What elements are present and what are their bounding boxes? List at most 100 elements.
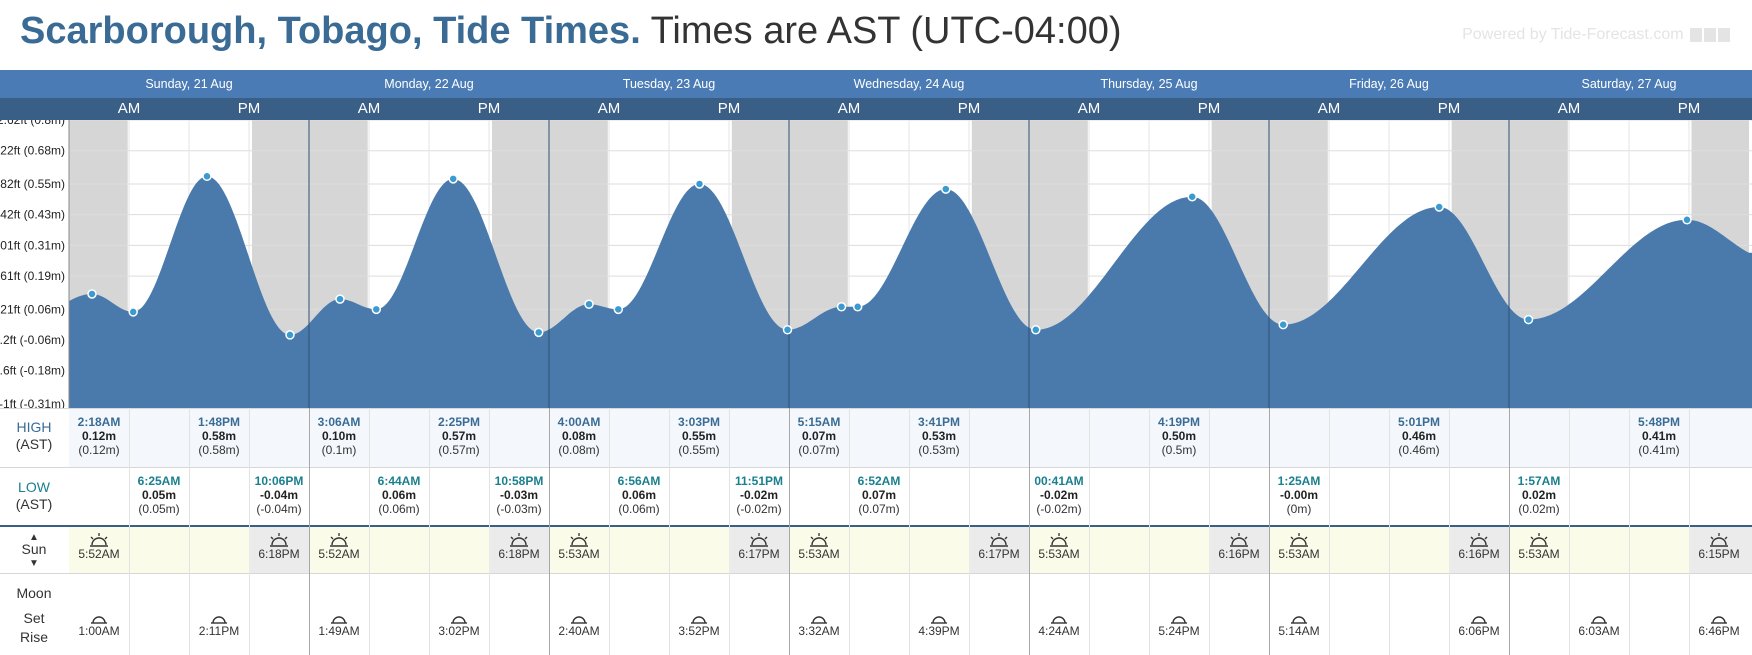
moon-event-cell: 3:02PM <box>429 612 489 638</box>
moon-event-cell: 4:39PM <box>909 612 969 638</box>
sunrise-time: 5:53AM <box>1518 547 1560 561</box>
moon-time: 4:24AM <box>1038 624 1080 638</box>
moon-event-cell: 1:49AM <box>309 612 369 638</box>
moon-time: 6:46PM <box>1698 624 1740 638</box>
sunset-icon <box>270 533 288 547</box>
moon-icon <box>1171 616 1187 624</box>
tide-height-metric: (-0.03m) <box>496 502 542 516</box>
am-label: AM <box>1317 100 1341 117</box>
pm-label: PM <box>957 100 981 117</box>
moon-event-cell: 2:40AM <box>549 612 609 638</box>
tide-height: 0.06m <box>621 488 657 502</box>
tide-point <box>1031 325 1041 335</box>
tide-time: 1:57AM <box>1517 474 1561 488</box>
tide-time: 6:44AM <box>377 474 421 488</box>
tide-point <box>371 304 382 315</box>
tide-height: 0.58m <box>201 429 237 443</box>
slot-separator <box>129 408 130 655</box>
am-label: AM <box>1077 100 1101 117</box>
moon-time: 1:49AM <box>318 624 360 638</box>
day-column-separator <box>789 408 790 655</box>
sunset-cell: 6:16PM <box>1449 533 1509 561</box>
pm-label: PM <box>1437 100 1461 117</box>
unit-toggle-icon[interactable] <box>1690 27 1702 42</box>
sunrise-icon <box>1290 533 1308 547</box>
sunset-icon <box>510 533 528 547</box>
low-tide-cell: 10:58PM -0.03m (-0.03m) <box>489 474 549 516</box>
share-icon[interactable] <box>1718 27 1730 42</box>
sunrise-cell: 5:53AM <box>1029 533 1089 561</box>
sun-arrow-down-icon: ▼ <box>29 558 39 569</box>
tide-height-metric: (0m) <box>1286 502 1312 516</box>
tide-time: 2:25PM <box>437 415 481 429</box>
tide-time: 6:52AM <box>857 474 901 488</box>
sunrise-icon <box>1530 533 1548 547</box>
high-tide-cell: 3:06AM 0.10m (0.1m) <box>309 415 369 457</box>
moon-rise-label: Rise <box>19 629 48 645</box>
y-tick-label: 2.22ft (0.68m) <box>0 144 65 158</box>
tide-point <box>852 302 863 312</box>
sun-row-label: Sun <box>21 541 47 557</box>
low-tide-cell: 00:41AM -0.02m (-0.02m) <box>1029 474 1089 516</box>
sunset-time: 6:17PM <box>738 547 780 561</box>
pm-label: PM <box>477 100 501 117</box>
high-tide-point <box>202 171 212 182</box>
tide-point <box>584 299 594 309</box>
moon-icon <box>1591 616 1607 624</box>
sunset-time: 6:16PM <box>1458 547 1500 561</box>
moon-icon <box>331 616 347 624</box>
slot-separator <box>849 408 850 655</box>
sunset-cell: 6:18PM <box>489 533 549 561</box>
tide-time: 1:25AM <box>1277 474 1321 488</box>
sunrise-time: 5:53AM <box>1038 547 1080 561</box>
day-column-separator <box>1509 408 1510 655</box>
tide-height: 0.57m <box>441 429 477 443</box>
high-tide-cell: 1:48PM 0.58m (0.58m) <box>189 415 249 457</box>
tide-height: 0.10m <box>321 429 357 443</box>
moon-time: 1:00AM <box>78 624 120 638</box>
moon-set-label: Set <box>23 610 45 626</box>
day-label: Saturday, 27 Aug <box>1581 77 1677 91</box>
moon-event-cell: 2:11PM <box>189 612 249 638</box>
sunrise-time: 5:53AM <box>798 547 840 561</box>
am-label: AM <box>357 100 381 117</box>
powered-by[interactable]: Powered by Tide-Forecast.com <box>1462 26 1730 44</box>
tide-height: 0.41m <box>1641 429 1677 443</box>
moon-icon <box>571 616 587 624</box>
tide-height: 0.46m <box>1401 429 1437 443</box>
tide-area <box>69 176 1752 408</box>
high-tide-point <box>1187 192 1197 202</box>
slot-separator <box>1089 408 1090 655</box>
sunrise-cell: 5:53AM <box>549 533 609 561</box>
high-tide-cell: 2:25PM 0.57m (0.57m) <box>429 415 489 457</box>
moon-time: 5:14AM <box>1278 624 1320 638</box>
sunset-cell: 6:17PM <box>969 533 1029 561</box>
slot-separator <box>1329 408 1330 655</box>
tide-point <box>613 304 624 315</box>
high-tide-cell: 4:19PM 0.50m (0.5m) <box>1149 415 1209 457</box>
row-divider <box>0 573 1752 574</box>
moon-icon <box>1051 616 1067 624</box>
high-tide-cell: 3:41PM 0.53m (0.53m) <box>909 415 969 457</box>
high-tide-cell: 5:15AM 0.07m (0.07m) <box>789 415 849 457</box>
low-tide-cell: 6:56AM 0.06m (0.06m) <box>609 474 669 516</box>
y-tick-label: 1.01ft (0.31m) <box>0 238 65 252</box>
am-label: AM <box>117 100 141 117</box>
day-label: Wednesday, 24 Aug <box>853 77 965 91</box>
sunset-time: 6:17PM <box>978 547 1020 561</box>
tide-time: 4:19PM <box>1157 415 1201 429</box>
low-tide-cell: 6:52AM 0.07m (0.07m) <box>849 474 909 516</box>
high-tide-point <box>1682 215 1692 225</box>
tide-height: -0.03m <box>499 488 539 502</box>
low-tide-cell: 6:25AM 0.05m (0.05m) <box>129 474 189 516</box>
tide-height-metric: (0.02m) <box>1518 502 1560 516</box>
print-icon[interactable] <box>1704 27 1716 42</box>
moon-event-cell: 3:32AM <box>789 612 849 638</box>
sunset-time: 6:16PM <box>1218 547 1260 561</box>
tide-height: 0.55m <box>681 429 717 443</box>
am-label: AM <box>837 100 861 117</box>
tide-height: 0.06m <box>381 488 417 502</box>
moon-time: 4:39PM <box>918 624 960 638</box>
sunset-icon <box>990 533 1008 547</box>
tide-time: 5:48PM <box>1637 415 1681 429</box>
